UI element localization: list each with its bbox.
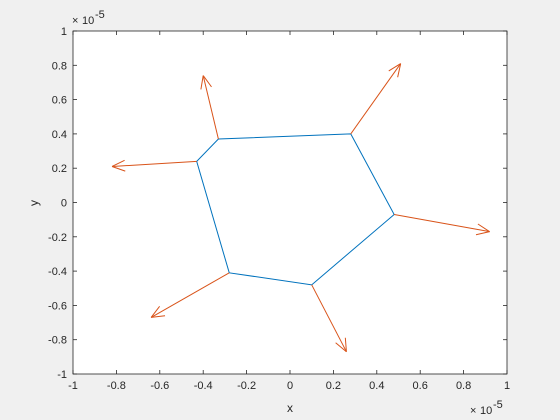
y-tick-label: -1 (57, 369, 67, 381)
x-tick-label: -0.2 (237, 380, 256, 392)
y-tick-label: 1 (61, 26, 67, 38)
x-tick-label: 0.2 (326, 380, 341, 392)
normal-arrow (311, 284, 347, 353)
x-tick-label: 0.6 (413, 380, 428, 392)
y-tick-label: 0.8 (52, 60, 67, 72)
svg-text:×: × (470, 405, 476, 417)
y-tick-label: -0.8 (48, 335, 67, 347)
x-tick-label: 0 (287, 380, 293, 392)
x-ticks: -1 -0.8 -0.6 -0.4 -0.2 0 0.2 0.4 0.6 0.8 1 (68, 31, 510, 392)
normal-arrow (394, 214, 490, 236)
normal-arrow (200, 75, 219, 140)
svg-text:-5: -5 (493, 399, 503, 411)
svg-text:10: 10 (480, 405, 492, 417)
y-tick-label: 0.2 (52, 163, 67, 175)
y-ticks: -1 -0.8 -0.6 -0.4 -0.2 0 0.2 0.4 0.6 0.8 1 (48, 26, 507, 381)
y-tick-label: -0.4 (48, 266, 67, 278)
y-exponent-label: × 10 -5 (72, 9, 105, 27)
svg-text:×: × (72, 15, 78, 27)
x-tick-label: 0.4 (369, 380, 384, 392)
x-tick-label: 0.8 (456, 380, 471, 392)
y-tick-label: -0.2 (48, 232, 67, 244)
y-tick-label: 0 (61, 198, 67, 210)
x-tick-label: -0.8 (107, 380, 126, 392)
svg-text:10: 10 (82, 15, 94, 27)
x-tick-label: -1 (68, 380, 78, 392)
normal-arrow (150, 272, 230, 318)
axes-background (72, 30, 508, 375)
y-axis-label: y (27, 200, 41, 206)
x-tick-label: -0.4 (194, 380, 213, 392)
plot-area (111, 63, 490, 353)
normal-arrow (111, 159, 197, 172)
svg-text:-5: -5 (95, 9, 105, 21)
y-tick-label: -0.6 (48, 300, 67, 312)
x-exponent-label: × 10 -5 (470, 399, 503, 417)
normal-arrow (350, 63, 402, 135)
y-tick-label: 0.4 (52, 129, 67, 141)
y-tick-label: 0.6 (52, 95, 67, 107)
x-tick-label: -0.6 (150, 380, 169, 392)
x-axis-label: x (287, 401, 293, 415)
x-tick-label: 1 (504, 380, 510, 392)
